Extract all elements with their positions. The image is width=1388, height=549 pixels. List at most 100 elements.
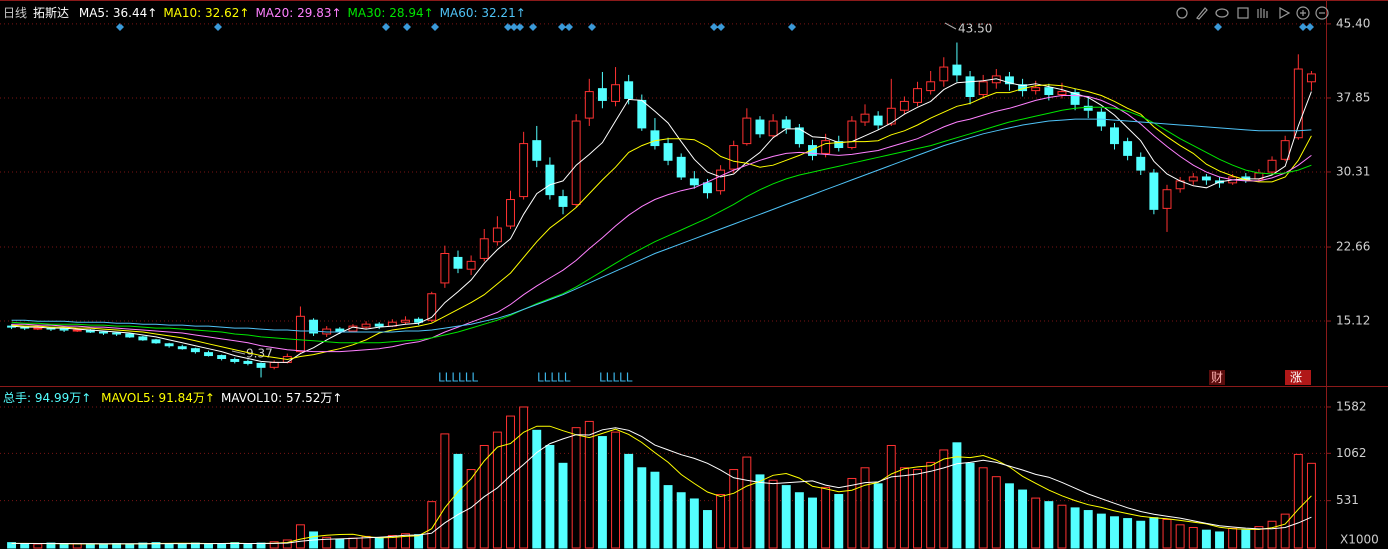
ma-legend: MA20: 29.83↑ (255, 6, 342, 20)
volume-bar (1254, 526, 1264, 549)
view-icon[interactable] (1215, 8, 1229, 18)
volume-bar (20, 543, 30, 549)
signal-text: LLLLLL (438, 371, 478, 385)
candle-body (808, 145, 817, 156)
y-tick-label: 22.66 (1336, 240, 1370, 254)
volume-bar (1267, 520, 1277, 549)
candle-body (768, 120, 778, 137)
ma-legend: MA30: 28.94↑ (347, 6, 434, 20)
candle-body (1293, 68, 1303, 139)
candle-body (190, 348, 200, 353)
candle-body (361, 323, 371, 328)
y-tick-label: 1582 (1336, 399, 1367, 413)
settings-icon[interactable] (1176, 7, 1188, 19)
candle-body (295, 315, 305, 353)
volume-bar (899, 467, 909, 549)
volume-bar (1057, 504, 1067, 549)
volume-bar (755, 474, 765, 549)
period[interactable]: 日线 (3, 6, 28, 20)
ma-line (11, 106, 1312, 344)
volume-bar (374, 537, 384, 549)
candle-body (414, 318, 424, 323)
badge-bg (1285, 370, 1311, 385)
candle-body (545, 164, 555, 196)
zoom-out-icon[interactable] (1315, 6, 1329, 20)
candle-body (479, 238, 489, 259)
candle-body (256, 362, 266, 368)
ma-legend: MA60: 32.21↑ (439, 6, 526, 20)
candle-body (1201, 176, 1211, 181)
candle-body (112, 332, 122, 335)
volume-header: 总手: 94.99万↑ MAVOL5: 91.84万↑ MAVOL10: 57.5… (3, 389, 348, 406)
badge[interactable]: 涨 (1290, 370, 1302, 385)
candle-body (1083, 105, 1093, 111)
volume-bar (99, 543, 108, 549)
volume-bar (7, 542, 17, 549)
candle-body (309, 319, 319, 334)
candle-body (755, 119, 765, 135)
candle-body (676, 156, 686, 178)
badge[interactable]: 财 (1211, 371, 1223, 385)
volume-bar (204, 543, 213, 549)
candle-body (243, 360, 253, 364)
volume-bar (387, 535, 397, 549)
volume-bar (663, 485, 673, 549)
candle-body (401, 319, 410, 323)
y-tick-label: 1062 (1336, 446, 1367, 460)
volume-bar (269, 541, 279, 549)
candle-body (663, 143, 673, 161)
volume-bar (847, 477, 857, 549)
volume-bar (466, 469, 476, 549)
volume-bar (348, 537, 358, 549)
hand-icon[interactable] (1257, 8, 1268, 18)
candle-body (781, 119, 791, 129)
candle-body (899, 100, 909, 111)
volume-bar (1228, 527, 1238, 549)
volume-bar (689, 498, 699, 549)
candle-body (151, 339, 161, 344)
volume-bar (33, 543, 43, 549)
candle-body (886, 107, 896, 125)
candle-body (729, 145, 739, 170)
annotation: 43.50 (958, 22, 992, 36)
save-icon[interactable] (1237, 7, 1249, 19)
volume-bar (913, 469, 922, 549)
volume-bar (676, 492, 686, 549)
candle-body (138, 336, 148, 341)
volume-bar (1201, 529, 1211, 549)
volume-bar (545, 444, 555, 549)
volume-bar (1175, 524, 1185, 549)
candle-body (624, 81, 634, 99)
candle-body (1162, 189, 1172, 209)
candle-body (1136, 156, 1146, 171)
zoom-in-plus (1300, 10, 1306, 16)
candle-body (742, 117, 752, 145)
draw-icon[interactable] (1196, 7, 1208, 20)
price-header: 日线 拓斯达 MA5: 36.44↑ MA10: 32.62↑ MA20: 29.83… (3, 4, 532, 21)
volume-bar (624, 453, 634, 549)
annotation-leader (944, 22, 957, 30)
volume-bar (282, 539, 292, 549)
volume-bar (952, 442, 962, 549)
volume-bar (702, 510, 712, 549)
zoom-in-icon[interactable] (1296, 6, 1310, 20)
volume-bar (781, 485, 791, 549)
volume-bar (637, 467, 647, 549)
y-tick-label: 15.12 (1336, 314, 1370, 328)
y-tick-label: 45.40 (1336, 16, 1370, 30)
candle-body (1110, 127, 1119, 145)
candle-body (702, 182, 712, 194)
candle-body (269, 361, 279, 368)
volume-bar (768, 479, 778, 549)
candle-body (847, 120, 857, 149)
annotation-leader (231, 350, 246, 355)
y-tick-label: 30.31 (1336, 164, 1370, 178)
candle-body (506, 199, 515, 227)
signal-text: LLLLL (537, 371, 571, 385)
flag-icon[interactable] (1279, 6, 1291, 20)
candle-body (33, 327, 43, 330)
volume-bar (59, 543, 69, 549)
candle-body (571, 120, 581, 205)
candle-body (440, 253, 450, 284)
